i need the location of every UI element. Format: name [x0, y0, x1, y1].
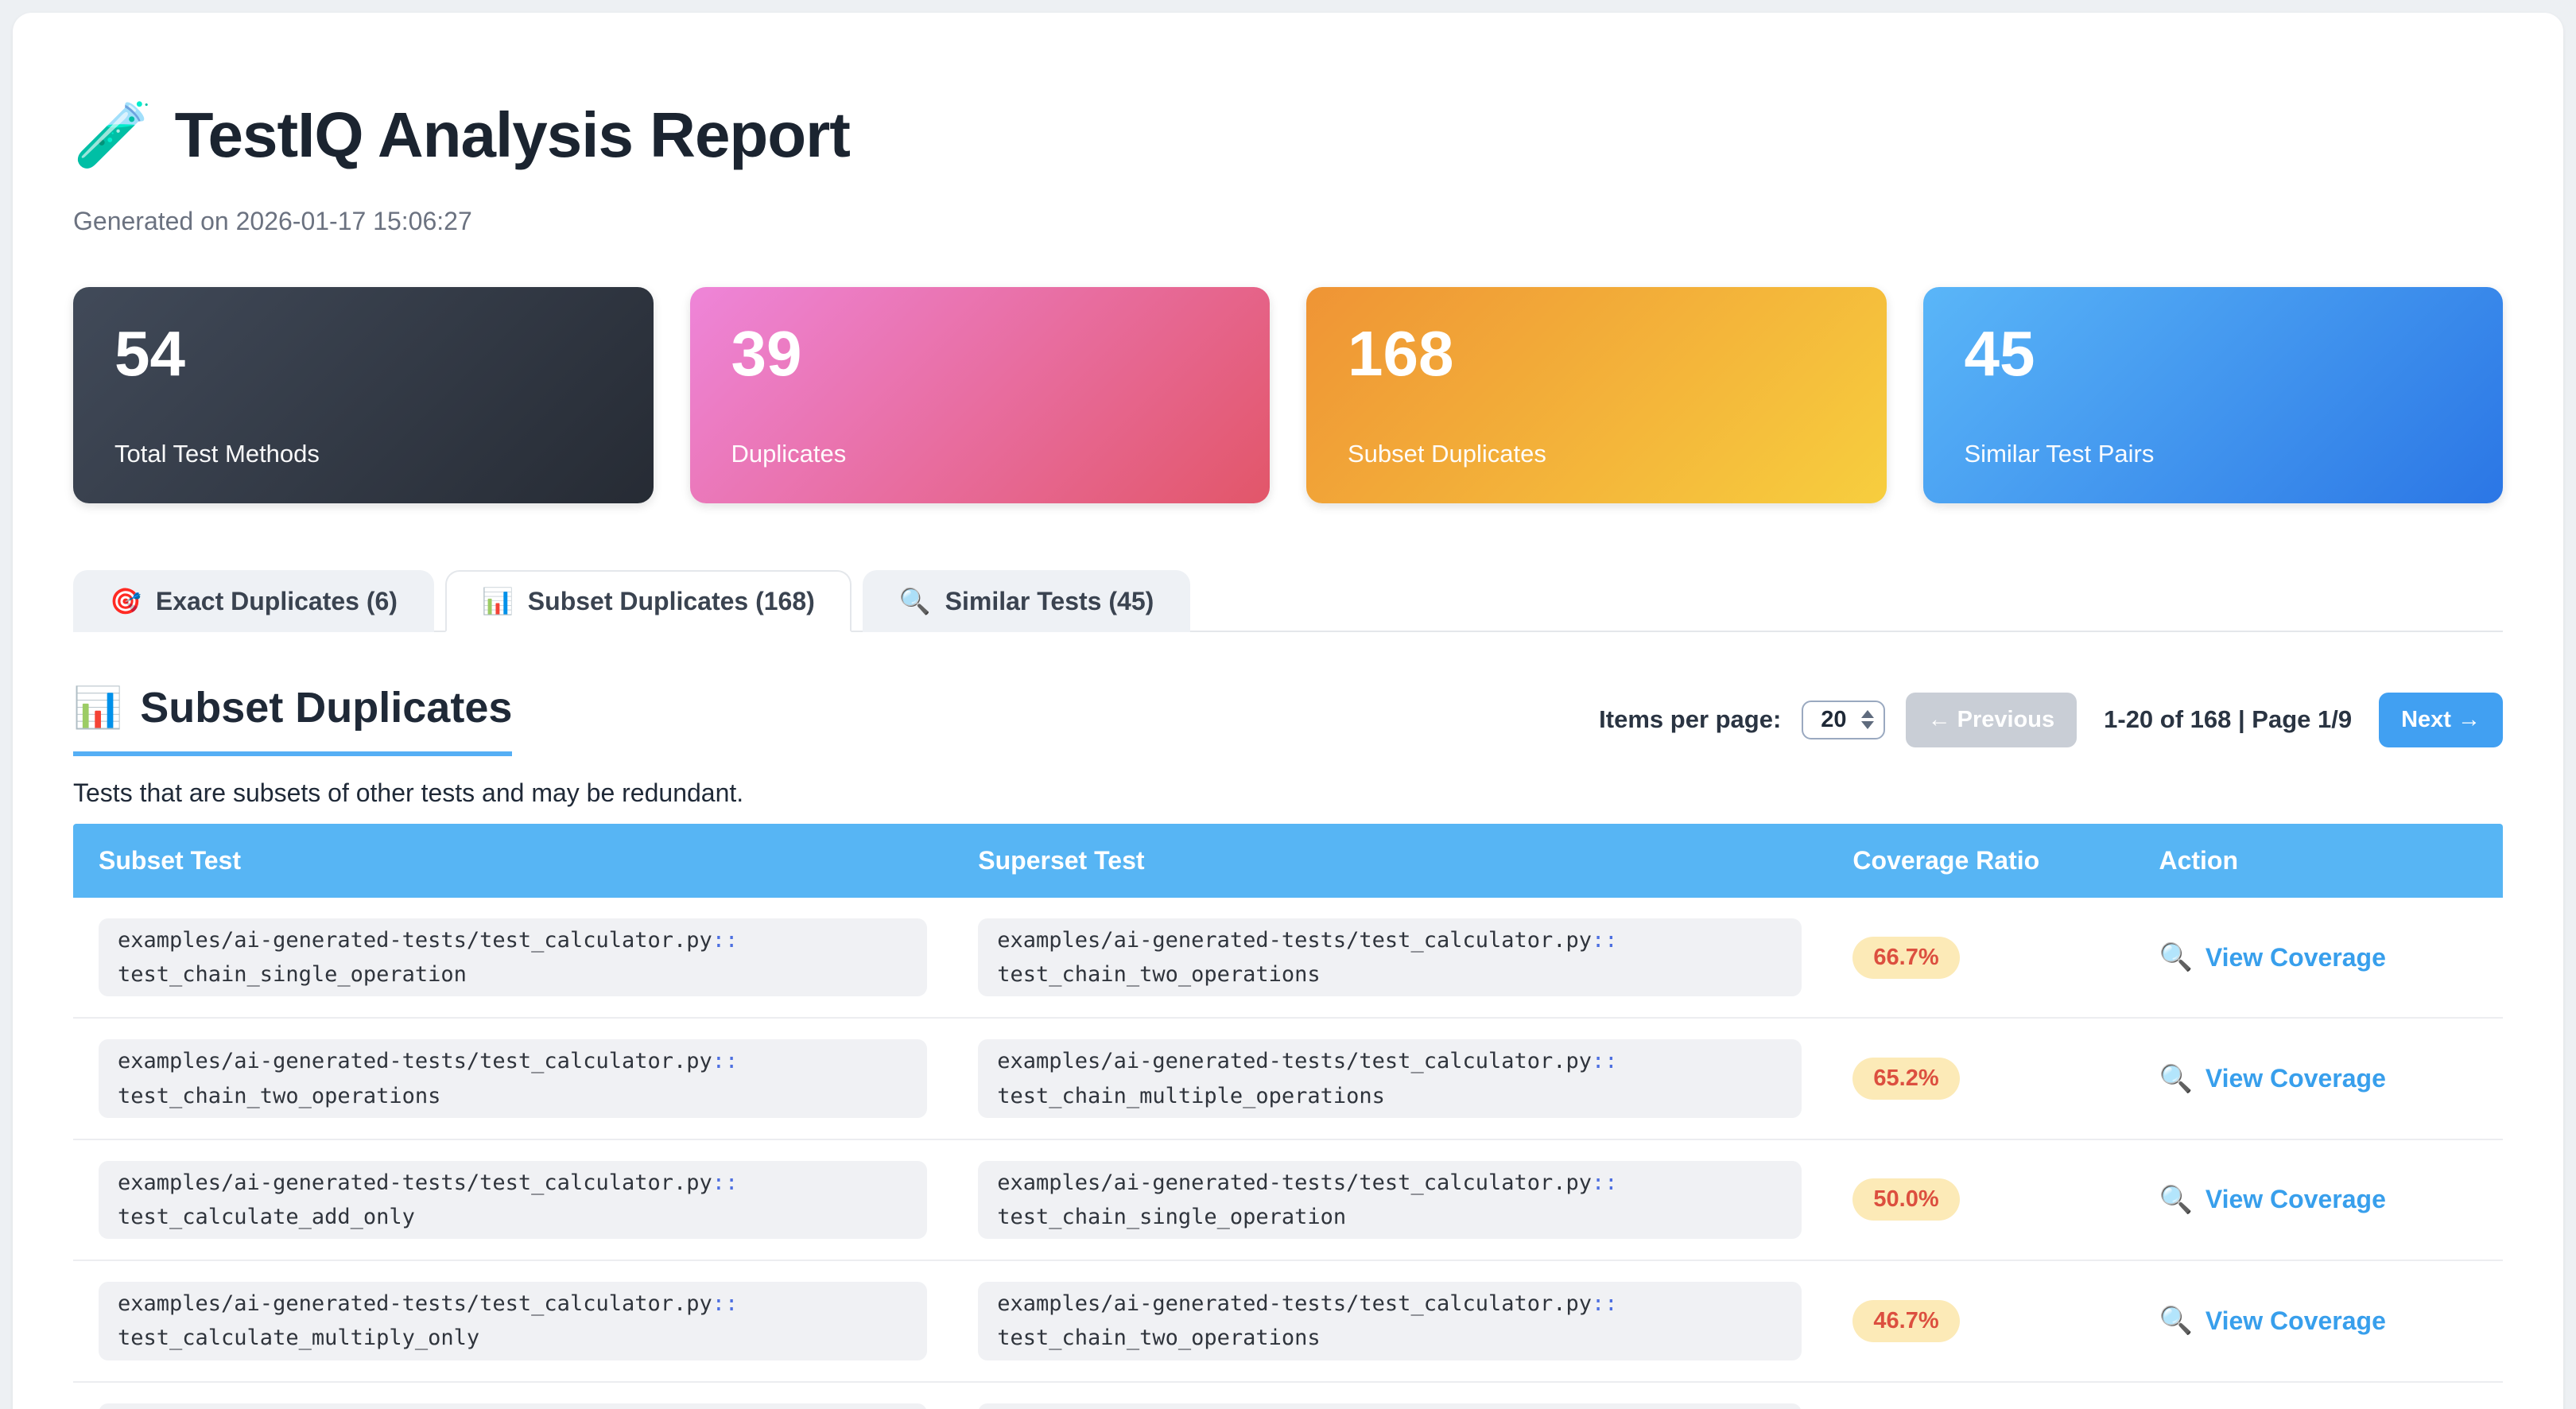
tab-label: Exact Duplicates (6)	[155, 586, 398, 615]
stat-value: 45	[1964, 318, 2035, 389]
action-cell: 🔍 View Coverage	[2133, 1140, 2503, 1260]
select-stepper-icon	[1860, 710, 1874, 729]
test-tube-icon: 🧪	[73, 99, 153, 170]
subset-test-cell: examples/ai-generated-tests/test_calcula…	[73, 1261, 952, 1380]
magnifier-icon: 🔍	[898, 587, 931, 615]
tab-label: Similar Tests (45)	[945, 586, 1154, 615]
magnifier-icon: 🔍	[2159, 1184, 2193, 1215]
tab-label: Subset Duplicates (168)	[527, 586, 815, 615]
superset-test-code: examples/ai-generated-tests/test_calcula…	[978, 1282, 1802, 1360]
coverage-ratio-cell: 65.2%	[1827, 1019, 2133, 1138]
superset-test-cell: examples/ai-generated-tests/test_calcula…	[952, 1261, 1827, 1380]
stat-card-similar-pairs: 45 Similar Test Pairs	[1922, 287, 2503, 503]
tab-bar: 🎯 Exact Duplicates (6) 📊 Subset Duplicat…	[73, 570, 2503, 632]
items-per-page-value: 20	[1821, 706, 1847, 732]
subset-test-cell: examples/ai-generated-tests/test_calcula…	[73, 1140, 952, 1260]
subset-test-code: examples/ai-generated-tests/test_calcula…	[99, 918, 928, 997]
action-cell: 🔍 View Coverage	[2133, 1261, 2503, 1380]
subset-test-code: examples/ai-generated-tests/test_calcula…	[99, 1160, 928, 1240]
action-cell	[2133, 1383, 2503, 1409]
report-header: 🧪 TestIQ Analysis Report	[73, 99, 2503, 172]
table-row	[73, 1383, 2503, 1409]
superset-test-code: examples/ai-generated-tests/test_calcula…	[978, 1039, 1802, 1118]
previous-page-button[interactable]: ← Previous	[1905, 692, 2077, 747]
col-header-subset-test: Subset Test	[99, 846, 241, 875]
subset-duplicates-table: Subset Test Superset Test Coverage Ratio…	[73, 824, 2503, 1409]
table-row: examples/ai-generated-tests/test_calcula…	[73, 1019, 2503, 1140]
stat-label: Total Test Methods	[114, 440, 320, 468]
subset-test-cell	[73, 1383, 952, 1409]
bar-chart-icon: 📊	[481, 587, 514, 615]
table-row: examples/ai-generated-tests/test_calcula…	[73, 1140, 2503, 1262]
stat-card-total-tests: 54 Total Test Methods	[73, 287, 654, 503]
superset-test-code	[978, 1403, 1802, 1409]
table-row: examples/ai-generated-tests/test_calcula…	[73, 898, 2503, 1019]
target-icon: 🎯	[110, 587, 142, 615]
items-per-page-select[interactable]: 20	[1802, 700, 1885, 739]
superset-test-cell: examples/ai-generated-tests/test_calcula…	[952, 1140, 1827, 1260]
action-cell: 🔍 View Coverage	[2133, 898, 2503, 1017]
section-description: Tests that are subsets of other tests an…	[73, 778, 744, 807]
magnifier-icon: 🔍	[2159, 1063, 2193, 1094]
superset-test-cell	[952, 1383, 1827, 1409]
subset-test-cell: examples/ai-generated-tests/test_calcula…	[73, 1019, 952, 1138]
col-header-action: Action	[2159, 846, 2239, 875]
tab-similar-tests[interactable]: 🔍 Similar Tests (45)	[862, 570, 1191, 632]
stat-label: Subset Duplicates	[1348, 440, 1546, 468]
coverage-ratio-badge: 50.0%	[1852, 1178, 1960, 1221]
stat-value: 168	[1348, 318, 1454, 389]
superset-test-code: examples/ai-generated-tests/test_calcula…	[978, 918, 1802, 997]
coverage-ratio-cell: 46.7%	[1827, 1261, 2133, 1380]
items-per-page-label: Items per page:	[1599, 705, 1782, 733]
subset-test-code: examples/ai-generated-tests/test_calcula…	[99, 1282, 928, 1360]
stat-cards: 54 Total Test Methods 39 Duplicates 168 …	[73, 287, 2503, 503]
table-body: examples/ai-generated-tests/test_calcula…	[73, 898, 2503, 1409]
report-card: 🧪 TestIQ Analysis Report Generated on 20…	[13, 13, 2563, 1409]
tab-subset-duplicates[interactable]: 📊 Subset Duplicates (168)	[444, 570, 852, 632]
coverage-ratio-badge: 46.7%	[1852, 1299, 1960, 1342]
coverage-ratio-cell: 50.0%	[1827, 1140, 2133, 1260]
superset-test-code: examples/ai-generated-tests/test_calcula…	[978, 1160, 1802, 1240]
subset-test-code: examples/ai-generated-tests/test_calcula…	[99, 1039, 928, 1118]
page-title: TestIQ Analysis Report	[174, 99, 851, 170]
table-header: Subset Test Superset Test Coverage Ratio…	[73, 824, 2503, 898]
superset-test-cell: examples/ai-generated-tests/test_calcula…	[952, 898, 1827, 1017]
coverage-ratio-badge: 65.2%	[1852, 1058, 1960, 1100]
section-header-row: 📊 Subset Duplicates Items per page: 20 ←…	[73, 683, 2503, 756]
view-coverage-link[interactable]: View Coverage	[2205, 1306, 2386, 1335]
stat-label: Similar Test Pairs	[1964, 440, 2155, 468]
coverage-ratio-cell	[1827, 1383, 2133, 1409]
action-cell: 🔍 View Coverage	[2133, 1019, 2503, 1138]
col-header-coverage-ratio: Coverage Ratio	[1852, 846, 2040, 875]
generated-timestamp: Generated on 2026-01-17 15:06:27	[73, 207, 472, 235]
subset-test-cell: examples/ai-generated-tests/test_calcula…	[73, 898, 952, 1017]
tab-exact-duplicates[interactable]: 🎯 Exact Duplicates (6)	[73, 570, 434, 632]
view-coverage-link[interactable]: View Coverage	[2205, 1185, 2386, 1214]
stat-card-subset-duplicates: 168 Subset Duplicates	[1306, 287, 1887, 503]
table-row: examples/ai-generated-tests/test_calcula…	[73, 1261, 2503, 1383]
pagination-controls: Items per page: 20 ← Previous 1-20 of 16…	[1599, 692, 2503, 747]
magnifier-icon: 🔍	[2159, 1306, 2193, 1337]
magnifier-icon: 🔍	[2159, 942, 2193, 973]
page-range-label: 1-20 of 168 | Page 1/9	[2104, 705, 2353, 733]
subset-test-code	[99, 1403, 928, 1409]
coverage-ratio-cell: 66.7%	[1827, 898, 2133, 1017]
col-header-superset-test: Superset Test	[978, 846, 1145, 875]
stat-label: Duplicates	[731, 440, 847, 468]
section-title: 📊 Subset Duplicates	[73, 683, 513, 756]
view-coverage-link[interactable]: View Coverage	[2205, 942, 2386, 972]
next-page-button[interactable]: Next →	[2379, 692, 2503, 747]
coverage-ratio-badge: 66.7%	[1852, 936, 1960, 979]
stat-value: 39	[731, 318, 802, 389]
superset-test-cell: examples/ai-generated-tests/test_calcula…	[952, 1019, 1827, 1138]
view-coverage-link[interactable]: View Coverage	[2205, 1064, 2386, 1093]
section-title-text: Subset Duplicates	[140, 684, 513, 732]
stat-value: 54	[114, 318, 185, 389]
stat-card-duplicates: 39 Duplicates	[689, 287, 1270, 503]
bar-chart-icon: 📊	[73, 685, 123, 730]
